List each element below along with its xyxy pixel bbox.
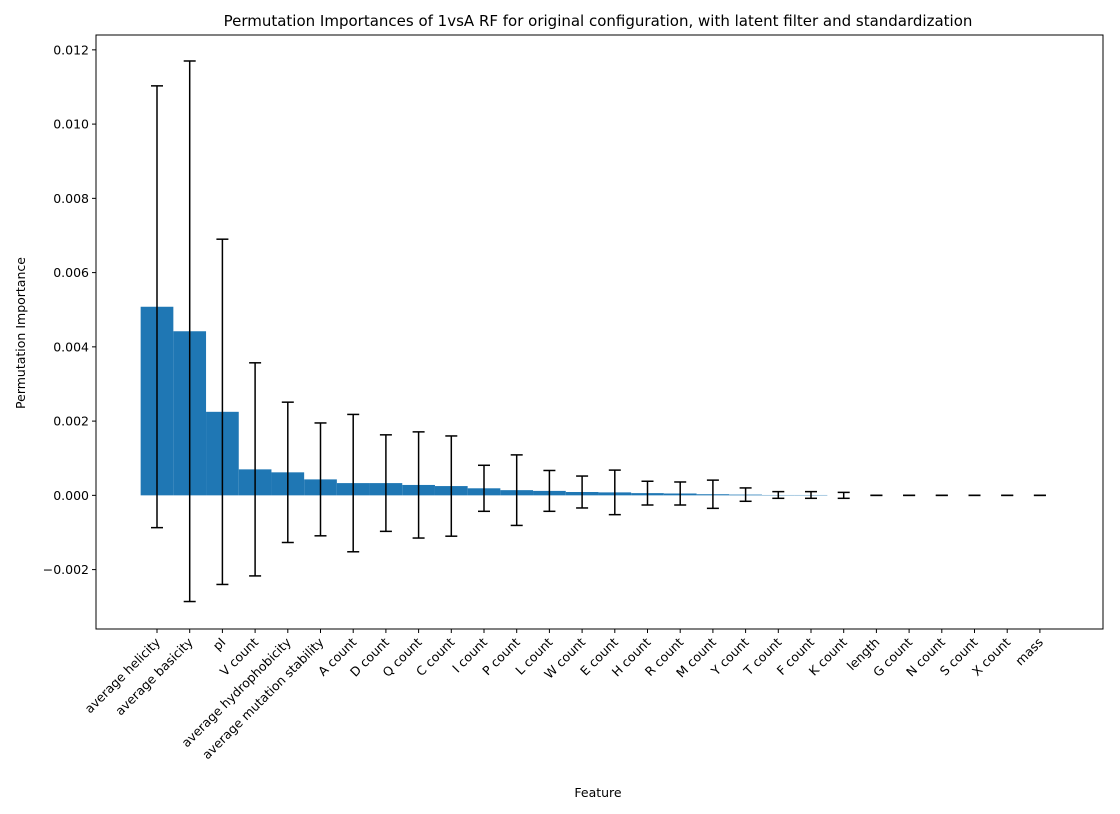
error-bar xyxy=(183,60,196,603)
error-bar xyxy=(674,481,687,506)
x-tick-label: mass xyxy=(1012,635,1046,669)
error-bar xyxy=(412,431,425,539)
y-tick-label: 0.002 xyxy=(53,414,89,429)
error-bar xyxy=(379,434,392,533)
error-bar xyxy=(837,491,850,500)
y-tick-label: 0.008 xyxy=(53,191,89,206)
x-axis-label: Feature xyxy=(574,785,622,800)
error-bar xyxy=(576,475,589,509)
y-axis-label: Permutation Importance xyxy=(13,257,28,409)
y-tick-label: 0.006 xyxy=(53,265,89,280)
x-tick-label: pI xyxy=(210,635,229,654)
error-bar xyxy=(478,464,490,513)
error-bar xyxy=(281,401,294,544)
y-tick-label: 0.004 xyxy=(53,339,89,354)
error-bar xyxy=(314,422,327,537)
y-axis: −0.002 0.000 0.002 0.004 0.006 0.008 0.010 0.01… xyxy=(43,42,96,577)
x-tick-label: average mutation stability xyxy=(199,634,327,762)
error-bar xyxy=(543,469,556,513)
error-bar xyxy=(706,479,719,510)
error-bar xyxy=(151,85,163,529)
error-bar xyxy=(445,435,458,537)
error-bar xyxy=(608,469,621,516)
chart-title: Permutation Importances of 1vsA RF for o… xyxy=(224,12,973,30)
error-bar xyxy=(216,238,229,586)
y-tick-label: 0.000 xyxy=(53,488,89,503)
error-bar xyxy=(641,480,654,506)
error-bar xyxy=(510,454,523,527)
error-bar xyxy=(805,490,817,500)
error-bar xyxy=(772,490,785,500)
plot-area xyxy=(95,34,1104,630)
y-tick-label: −0.002 xyxy=(43,562,89,577)
error-bars-group xyxy=(151,60,1046,603)
y-tick-label: 0.010 xyxy=(53,117,89,132)
error-bar xyxy=(249,362,262,577)
axes-frame xyxy=(95,34,1104,630)
y-tick-label: 0.012 xyxy=(53,42,89,57)
error-bar xyxy=(739,487,752,503)
error-bar xyxy=(347,413,360,553)
